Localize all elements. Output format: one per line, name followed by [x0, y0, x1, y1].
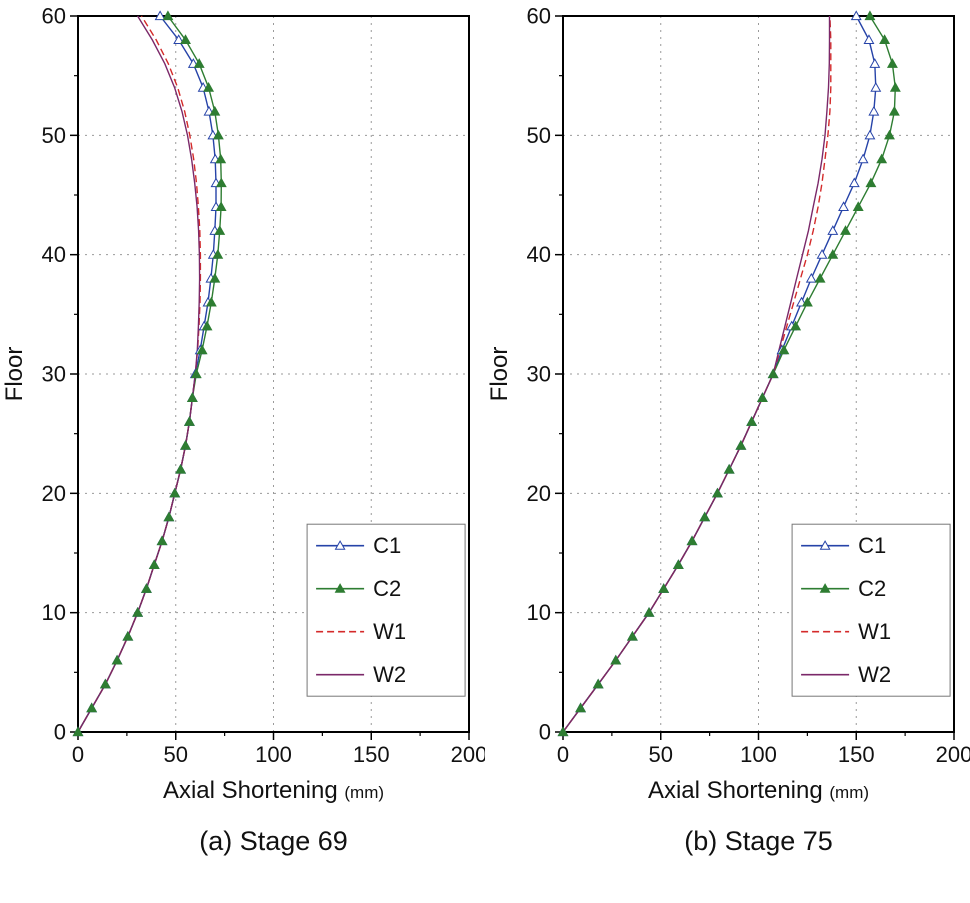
legend: C1 C2 W1 W2: [791, 523, 951, 697]
x-axis-label: Axial Shortening (mm): [163, 777, 384, 804]
svg-text:0: 0: [72, 742, 84, 767]
y-axis-label: Floor: [1, 347, 28, 402]
stage-75-caption: (b) Stage 75: [684, 826, 833, 856]
series-markers: [557, 10, 901, 737]
markers-C2: [557, 10, 901, 737]
svg-text:10: 10: [42, 600, 66, 625]
svg-text:30: 30: [527, 362, 551, 387]
svg-text:60: 60: [527, 4, 551, 29]
series-line-W1: [77, 15, 202, 733]
svg-text:100: 100: [740, 742, 777, 767]
svg-text:100: 100: [255, 742, 292, 767]
markers-C2: [72, 10, 227, 737]
svg-text:20: 20: [527, 481, 551, 506]
axes: 0 50 100 150 200 0 10 20 30 40 50 60: [527, 4, 970, 767]
svg-text:30: 30: [42, 362, 66, 387]
legend: C1 C2 W1 W2: [306, 523, 466, 697]
svg-text:200: 200: [936, 742, 970, 767]
svg-text:0: 0: [54, 720, 66, 745]
y-axis-label: Floor: [486, 347, 513, 402]
svg-text:50: 50: [649, 742, 673, 767]
svg-text:200: 200: [451, 742, 485, 767]
svg-text:50: 50: [164, 742, 188, 767]
svg-text:20: 20: [42, 481, 66, 506]
svg-text:50: 50: [527, 123, 551, 148]
legend-label-C1: C1: [373, 533, 401, 558]
svg-text:60: 60: [42, 4, 66, 29]
svg-text:10: 10: [527, 600, 551, 625]
svg-text:150: 150: [838, 742, 875, 767]
svg-text:150: 150: [353, 742, 390, 767]
svg-text:40: 40: [527, 242, 551, 267]
stage-69-caption: (a) Stage 69: [199, 826, 348, 856]
legend-label-W2: W2: [373, 662, 406, 687]
legend-label-C2: C2: [858, 576, 886, 601]
svg-text:50: 50: [42, 123, 66, 148]
axes: 0 50 100 150 200 0 10 20 30 40 50 60: [42, 4, 485, 767]
stage-75-plot: 0 50 100 150 200 0 10 20 30 40 50 60 Axial Shortenin…: [486, 4, 970, 804]
legend-label-C1: C1: [858, 533, 886, 558]
x-axis-label: Axial Shortening (mm): [648, 777, 869, 804]
svg-text:0: 0: [539, 720, 551, 745]
chart-stage-69: 0 50 100 150 200 0 10 20 30 40 50 60 Axial Shortenin…: [0, 0, 485, 857]
svg-text:0: 0: [557, 742, 569, 767]
axial-shortening-figure: 0 50 100 150 200 0 10 20 30 40 50 60 Axial Shortenin…: [0, 0, 970, 857]
chart-stage-75: 0 50 100 150 200 0 10 20 30 40 50 60 Axial Shortenin…: [485, 0, 970, 857]
legend-label-W1: W1: [858, 619, 891, 644]
stage-69-plot: 0 50 100 150 200 0 10 20 30 40 50 60 Axial Shortenin…: [1, 4, 485, 804]
legend-label-W1: W1: [373, 619, 406, 644]
legend-label-W2: W2: [858, 662, 891, 687]
legend-label-C2: C2: [373, 576, 401, 601]
svg-text:40: 40: [42, 242, 66, 267]
series-line-W2: [77, 15, 201, 733]
series-markers: [72, 10, 227, 737]
